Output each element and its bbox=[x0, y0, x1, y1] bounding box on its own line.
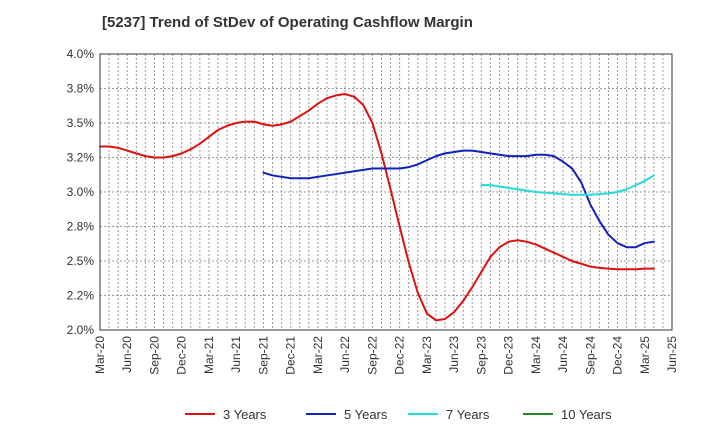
series-line-5-years bbox=[262, 149, 655, 249]
series-line-7-years bbox=[480, 174, 655, 196]
x-tick-label: Mar-24 bbox=[529, 336, 543, 374]
x-tick-label: Mar-21 bbox=[202, 336, 216, 374]
chart-title: [5237] Trend of StDev of Operating Cashf… bbox=[102, 14, 473, 31]
series-lines bbox=[99, 93, 655, 322]
x-tick-label: Mar-22 bbox=[311, 336, 325, 374]
x-tick-label: Sep-23 bbox=[474, 336, 488, 375]
y-tick-labels: 2.0% 2.2% 2.5% 2.8% 3.0% 3.2% 3.5% 3.8% 4.0% bbox=[67, 47, 95, 337]
plot-border bbox=[99, 53, 673, 331]
legend-label-10-years: 10 Years bbox=[561, 407, 612, 422]
x-tick-label: Mar-25 bbox=[638, 336, 652, 374]
x-tick-label: Jun-22 bbox=[338, 336, 352, 373]
x-tick-label: Dec-21 bbox=[284, 336, 298, 375]
x-tick-label: Jun-21 bbox=[229, 336, 243, 373]
x-tick-label: Jun-23 bbox=[447, 336, 461, 373]
y-tick-label: 2.8% bbox=[67, 220, 95, 234]
series-line-3-years bbox=[99, 93, 655, 322]
x-tick-label: Sep-22 bbox=[365, 336, 379, 375]
x-tick-label: Jun-25 bbox=[665, 336, 679, 373]
legend-label-3-years: 3 Years bbox=[223, 407, 267, 422]
y-tick-label: 2.2% bbox=[67, 289, 95, 303]
x-tick-label: Dec-22 bbox=[393, 336, 407, 375]
x-tick-label: Dec-20 bbox=[175, 336, 189, 375]
y-tick-label: 3.8% bbox=[67, 82, 95, 96]
x-tick-label: Sep-21 bbox=[256, 336, 270, 375]
x-tick-label: Dec-23 bbox=[502, 336, 516, 375]
legend: 3 Years 5 Years 7 Years 10 Years bbox=[185, 407, 612, 422]
x-tick-labels: Mar-20 Jun-20 Sep-20 Dec-20 Mar-21 Jun-21 Sep-… bbox=[93, 336, 679, 375]
y-tick-label: 3.0% bbox=[67, 185, 95, 199]
plot-frame bbox=[99, 53, 673, 331]
x-tick-label: Jun-20 bbox=[120, 336, 134, 373]
legend-label-7-years: 7 Years bbox=[446, 407, 490, 422]
y-tick-label: 2.5% bbox=[67, 254, 95, 268]
y-tick-label: 3.5% bbox=[67, 116, 95, 130]
x-tick-label: Mar-23 bbox=[420, 336, 434, 374]
x-tick-label: Mar-20 bbox=[93, 336, 107, 374]
y-tick-label: 2.0% bbox=[67, 323, 95, 337]
x-tick-label: Jun-24 bbox=[556, 336, 570, 373]
y-tick-label: 4.0% bbox=[67, 47, 95, 61]
y-tick-label: 3.2% bbox=[67, 151, 95, 165]
legend-label-5-years: 5 Years bbox=[344, 407, 388, 422]
x-tick-label: Sep-20 bbox=[147, 336, 161, 375]
x-tick-label: Dec-24 bbox=[611, 336, 625, 375]
x-tick-label: Sep-24 bbox=[583, 336, 597, 375]
grid-lines bbox=[100, 54, 672, 330]
